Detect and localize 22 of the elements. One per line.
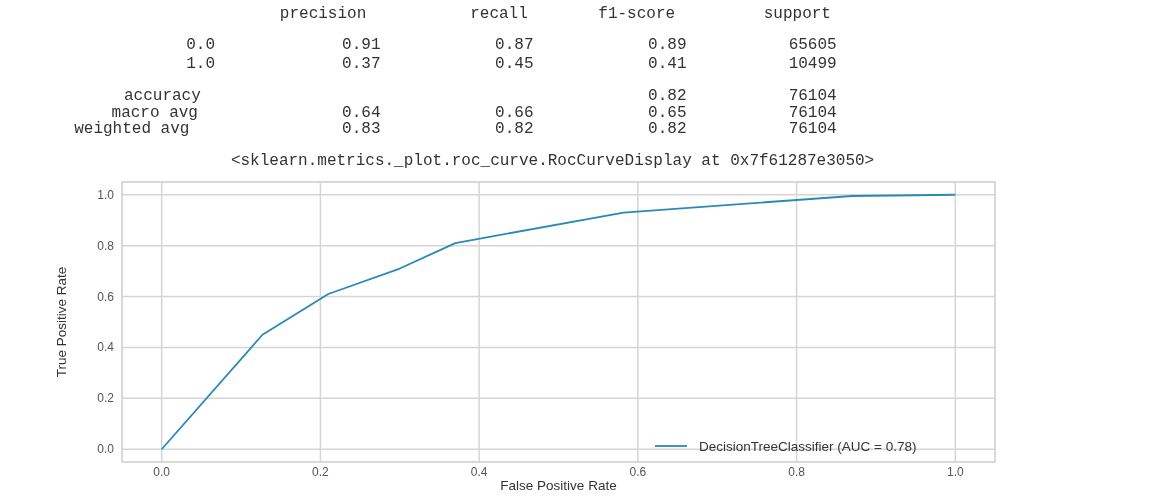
y-axis-title: True Positive Rate — [54, 266, 69, 378]
x-tick-label: 0.4 — [470, 465, 488, 479]
x-tick-label: 1.0 — [946, 465, 964, 479]
text: accuracy 0.82 76104 — [123, 87, 837, 105]
y-tick-label: 0.6 — [97, 289, 115, 304]
text: macro avg 0.64 0.66 0.65 76104 — [111, 104, 837, 122]
x-axis-title: False Positive Rate — [500, 478, 617, 493]
y-tick-label: 1.0 — [97, 187, 115, 202]
y-tick-label: 0.0 — [97, 442, 115, 457]
text: 0.0 0.91 0.87 0.89 65605 — [186, 36, 837, 54]
x-tick-label: 0.6 — [629, 465, 647, 479]
y-tick-label: 0.2 — [97, 391, 115, 406]
text: <sklearn.metrics._plot.roc_curve.RocCurveDisplay at 0x7f61287e3050> — [230, 152, 875, 170]
x-tick-label: 0.0 — [153, 465, 171, 479]
x-tick-label: 0.2 — [312, 465, 330, 479]
text: precision recall f1-score support — [279, 5, 831, 23]
y-tick-label: 0.8 — [97, 238, 115, 253]
legend-label: DecisionTreeClassifier (AUC = 0.78) — [699, 439, 917, 454]
text: weighted avg 0.83 0.82 0.82 76104 — [74, 120, 837, 138]
text: 1.0 0.37 0.45 0.41 10499 — [186, 55, 837, 73]
x-tick-label: 0.8 — [788, 465, 806, 479]
y-tick-label: 0.4 — [97, 340, 115, 355]
